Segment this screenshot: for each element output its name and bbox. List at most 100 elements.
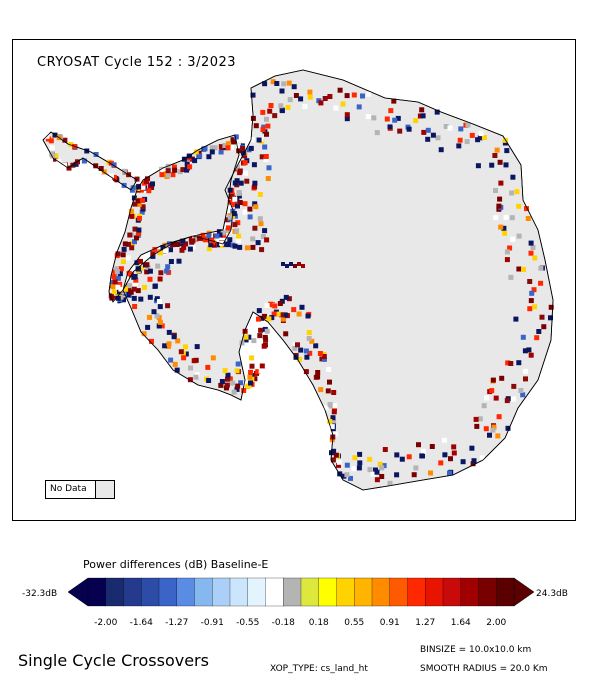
data-point [504, 398, 510, 404]
data-point [150, 181, 155, 187]
data-point [135, 288, 141, 294]
data-point [430, 132, 436, 138]
data-point [260, 127, 266, 132]
data-point [451, 444, 457, 450]
data-point [150, 253, 156, 259]
data-point [174, 242, 180, 247]
data-point [262, 228, 268, 234]
data-point [330, 457, 336, 463]
data-point [112, 298, 118, 304]
data-point [178, 349, 184, 355]
data-point [249, 363, 255, 369]
data-point [264, 116, 269, 122]
data-point [243, 337, 249, 343]
data-point [293, 93, 299, 98]
data-point [197, 153, 203, 159]
data-point [496, 414, 502, 420]
data-point [501, 225, 507, 231]
data-point [156, 299, 162, 304]
data-point [277, 301, 283, 306]
data-point [242, 328, 248, 334]
data-point [242, 201, 248, 207]
data-point [315, 370, 321, 375]
data-point [66, 165, 72, 171]
data-point [205, 364, 211, 370]
binsize-label: BINSIZE = 10.0x10.0 km [420, 645, 532, 655]
data-point [365, 114, 371, 119]
data-point [394, 472, 400, 478]
data-point [93, 152, 99, 157]
data-point [313, 343, 319, 349]
data-point [307, 94, 313, 100]
colorbar-min-arrow [67, 577, 89, 607]
data-point [429, 444, 435, 449]
colorbar-cell [105, 577, 124, 607]
data-point [502, 230, 508, 236]
data-point [133, 277, 139, 283]
data-point [174, 367, 180, 373]
data-point [247, 374, 253, 380]
data-point [528, 352, 534, 358]
data-point [183, 344, 188, 350]
data-point [382, 447, 388, 452]
colorbar-tick-label: 0.55 [344, 618, 365, 628]
data-point [160, 245, 166, 250]
colorbar-tick-label: -1.27 [165, 618, 189, 628]
data-point [144, 262, 150, 268]
data-point [327, 94, 333, 99]
map-title: CRYOSAT Cycle 152 : 3/2023 [37, 55, 237, 70]
colorbar-cell [87, 577, 107, 607]
data-point [196, 150, 202, 156]
data-point [315, 374, 321, 380]
data-point [68, 142, 74, 147]
data-point [490, 427, 496, 433]
data-point [477, 416, 483, 422]
data-point [197, 235, 203, 241]
colorbar-cell [354, 577, 373, 607]
colorbar-tick-label: 1.64 [450, 618, 471, 628]
data-point [123, 286, 129, 292]
data-point [434, 109, 440, 115]
data-point [526, 347, 532, 353]
data-point [209, 145, 215, 151]
data-point [531, 287, 537, 293]
data-point [264, 328, 270, 334]
data-point [236, 143, 241, 149]
data-point [154, 296, 160, 302]
data-point [120, 252, 126, 258]
data-point [252, 184, 258, 190]
data-point [138, 265, 144, 271]
data-point [108, 160, 114, 166]
data-point [475, 137, 481, 143]
data-point [131, 286, 137, 292]
data-point [265, 123, 271, 129]
data-point [321, 356, 327, 362]
data-point [266, 316, 272, 322]
data-point [240, 150, 246, 156]
data-point [510, 236, 516, 242]
data-point [516, 233, 522, 239]
data-point [281, 81, 287, 87]
data-point [303, 369, 309, 375]
data-point [327, 402, 333, 407]
data-point [225, 242, 231, 247]
data-point [147, 268, 153, 274]
data-point [187, 164, 193, 170]
colorbar-cell [229, 577, 249, 607]
data-point [225, 225, 231, 231]
data-point [121, 246, 127, 252]
data-point [127, 232, 133, 238]
data-point [158, 250, 163, 256]
data-point [327, 419, 333, 424]
data-point [136, 216, 142, 221]
data-point [481, 403, 487, 409]
data-point [507, 245, 513, 251]
data-point [529, 290, 535, 296]
colorbar-cell [194, 577, 213, 607]
data-point [232, 196, 238, 202]
data-point [538, 280, 544, 286]
data-point [138, 296, 144, 302]
data-point [132, 239, 137, 245]
data-point [149, 338, 154, 344]
data-point [166, 329, 172, 335]
